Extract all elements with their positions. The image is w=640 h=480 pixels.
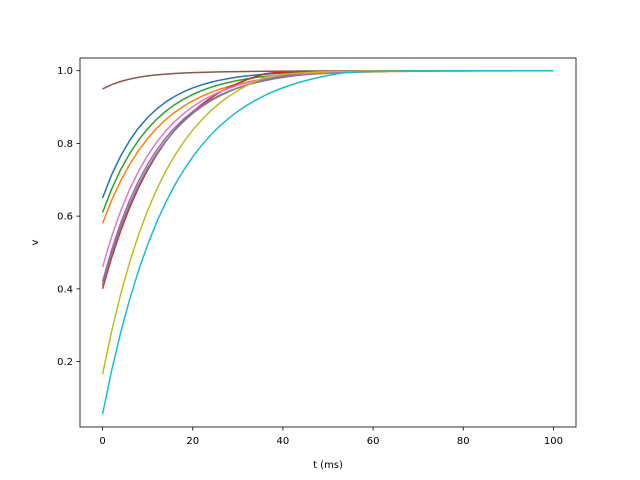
y-tick-label: 0.2 [57,357,73,368]
x-axis-label: t (ms) [313,460,343,471]
y-tick-label: 1.0 [57,66,73,77]
x-tick-label: 80 [457,436,470,447]
x-tick-label: 0 [99,436,105,447]
series-line-10 [101,69,554,415]
x-tick-label: 40 [277,436,290,447]
y-axis-label: v [30,239,41,245]
x-tick-label: 20 [186,436,199,447]
series-lines [101,69,554,415]
plot-frame [79,57,577,428]
y-tick-label: 0.6 [57,212,73,223]
y-tick-label: 0.8 [57,139,73,150]
y-tick-label: 0.4 [57,284,73,295]
x-tick-label: 60 [367,436,380,447]
x-tick-label: 100 [544,436,563,447]
x-axis-ticks: 0 20 40 60 80 100 [99,427,563,447]
y-axis-ticks: 0.2 0.4 0.6 0.8 1.0 [57,66,80,368]
